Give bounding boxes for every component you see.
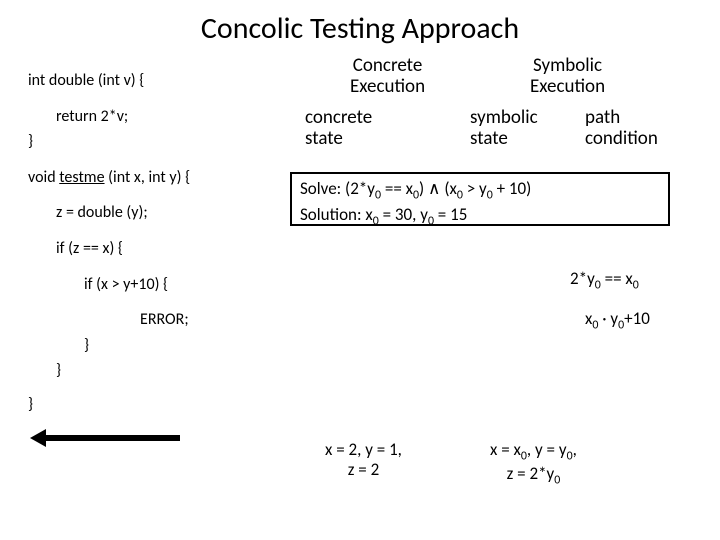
subheader-symbolic: symbolic state bbox=[470, 108, 538, 150]
path-condition-2: x0 · y0+10 bbox=[585, 308, 650, 332]
bottom-concrete-state: x = 2, y = 1, z = 2 bbox=[325, 440, 402, 481]
page-title: Concolic Testing Approach bbox=[0, 0, 720, 47]
solve-box: Solve: (2*y0 == x0) ∧ (x0 > y0 + 10) Sol… bbox=[290, 172, 670, 226]
code-line: } bbox=[28, 358, 190, 384]
solve-line-2: Solution: x0 = 30, y0 = 15 bbox=[300, 204, 660, 230]
subheader-concrete: concrete state bbox=[305, 108, 372, 150]
code-line: if (x > y+10) { bbox=[28, 272, 190, 298]
code-line: ERROR; bbox=[28, 307, 190, 333]
header-symbolic: Symbolic Execution bbox=[530, 56, 605, 98]
subheader-path: path condition bbox=[585, 108, 658, 150]
code-line: int double (int v) { bbox=[28, 68, 190, 94]
code-line: } bbox=[28, 129, 190, 155]
code-listing: int double (int v) { return 2*v; } void … bbox=[28, 68, 190, 418]
code-line: } bbox=[28, 392, 190, 418]
back-arrow-icon bbox=[30, 432, 180, 444]
code-line: } bbox=[28, 333, 190, 359]
bottom-symbolic-state: x = x0, y = y0, z = 2*y0 bbox=[490, 440, 577, 487]
solve-line-1: Solve: (2*y0 == x0) ∧ (x0 > y0 + 10) bbox=[300, 178, 660, 204]
header-concrete: Concrete Execution bbox=[350, 56, 425, 98]
code-line: if (z == x) { bbox=[28, 236, 190, 262]
path-condition-1: 2*y0 == x0 bbox=[570, 268, 639, 292]
code-line: z = double (y); bbox=[28, 200, 190, 226]
code-line: void testme (int x, int y) { bbox=[28, 165, 190, 191]
code-line: return 2*v; bbox=[28, 104, 190, 130]
